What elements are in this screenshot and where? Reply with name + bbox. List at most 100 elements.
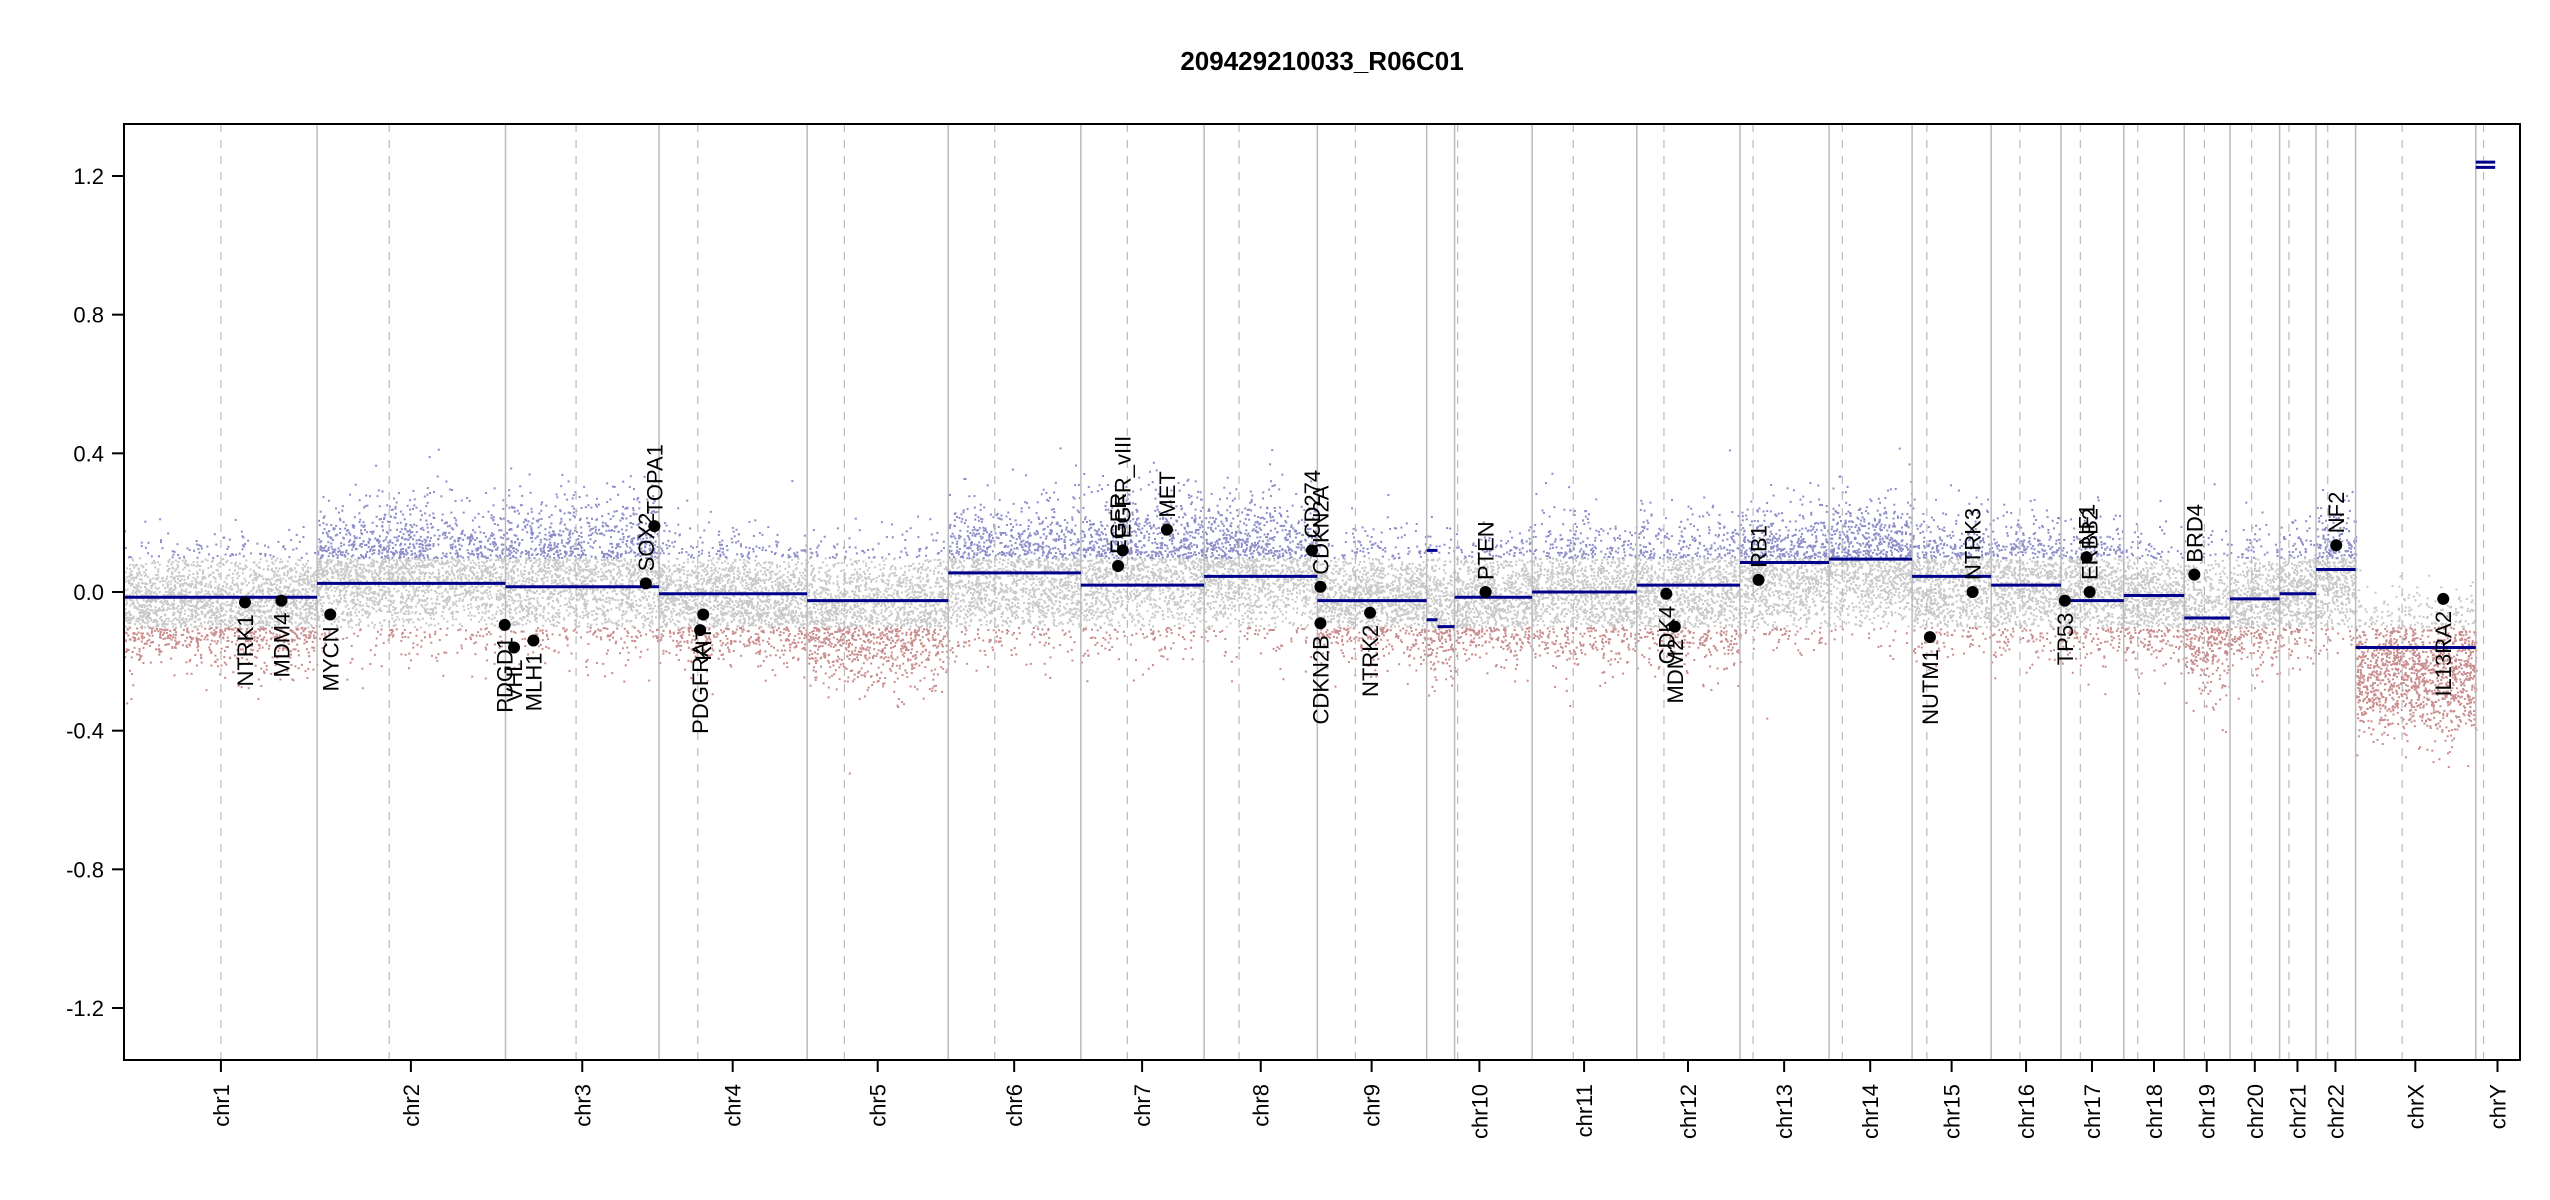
probe-point [469,539,472,542]
probe-point [376,601,379,604]
probe-point [252,570,255,573]
probe-point [306,576,309,579]
probe-point [467,607,470,610]
probe-point [470,638,472,641]
probe-point [216,599,219,602]
probe-point [342,637,345,640]
probe-point [486,556,489,559]
probe-point [284,564,287,567]
probe-point [135,606,138,609]
probe-point [467,590,470,593]
probe-point [129,556,132,558]
probe-point [279,636,281,639]
probe-point [151,627,153,630]
probe-point [646,648,649,651]
probe-point [373,653,376,656]
probe-point [380,624,383,627]
probe-point [318,616,321,618]
probe-point [242,536,245,539]
probe-point [401,551,404,553]
probe-point [478,525,481,528]
probe-point [340,626,343,629]
probe-point [231,581,234,584]
probe-point [535,519,538,522]
probe-point [397,577,400,580]
probe-point [258,561,261,564]
probe-point [328,597,331,600]
probe-point [457,560,460,563]
probe-point [222,558,225,561]
probe-point [245,658,248,661]
probe-point [474,597,477,600]
probe-point [159,628,162,631]
probe-point [174,636,177,639]
probe-point [161,580,164,583]
probe-point [408,652,411,655]
probe-point [548,531,551,534]
probe-point [200,600,203,603]
probe-point [270,637,273,640]
probe-point [446,525,449,528]
probe-point [211,571,214,574]
probe-point [451,535,454,538]
probe-point [289,607,292,610]
probe-point [222,585,225,588]
probe-point [300,663,303,666]
probe-point [210,639,213,642]
probe-point [460,562,463,565]
probe-point [184,581,187,584]
probe-point [468,543,471,546]
probe-point [146,640,149,643]
probe-point [279,577,282,580]
probe-point [218,575,221,578]
probe-point [291,569,294,571]
probe-point [344,551,347,554]
probe-point [385,547,387,550]
probe-point [296,579,299,582]
probe-point [499,589,502,592]
probe-point [418,550,421,553]
probe-point [208,609,211,612]
probe-point [405,538,408,541]
probe-point [454,559,457,562]
probe-point [262,568,265,571]
probe-point [234,518,237,521]
probe-point [271,567,273,570]
probe-point [134,592,137,594]
probe-point [394,579,396,582]
probe-point [214,577,217,580]
probe-point [228,587,231,590]
probe-point [265,639,268,642]
probe-point [265,598,268,601]
probe-point [434,560,437,562]
probe-point [323,528,326,531]
probe-point [196,576,199,579]
probe-point [159,580,162,583]
probe-point [232,553,235,556]
probe-point [218,623,221,626]
probe-point [413,498,416,501]
probe-point [391,568,394,571]
probe-point [336,600,339,603]
probe-point [144,586,146,588]
chart-title: 209429210033_R06C01 [1180,46,1463,76]
probe-point [208,625,211,628]
probe-point [388,505,391,508]
probe-point [491,534,494,537]
probe-point [188,549,191,551]
probe-point [384,558,387,561]
probe-point [243,651,246,654]
probe-point [465,590,468,593]
probe-point [287,587,290,590]
probe-point [184,598,187,601]
probe-point [421,599,424,602]
probe-point [363,577,366,580]
probe-point [255,579,258,582]
probe-point [640,634,642,637]
probe-point [161,634,164,636]
probe-point [505,546,508,549]
probe-point [502,543,505,546]
probe-point [357,558,359,561]
probe-point [470,585,473,588]
probe-point [155,600,158,603]
